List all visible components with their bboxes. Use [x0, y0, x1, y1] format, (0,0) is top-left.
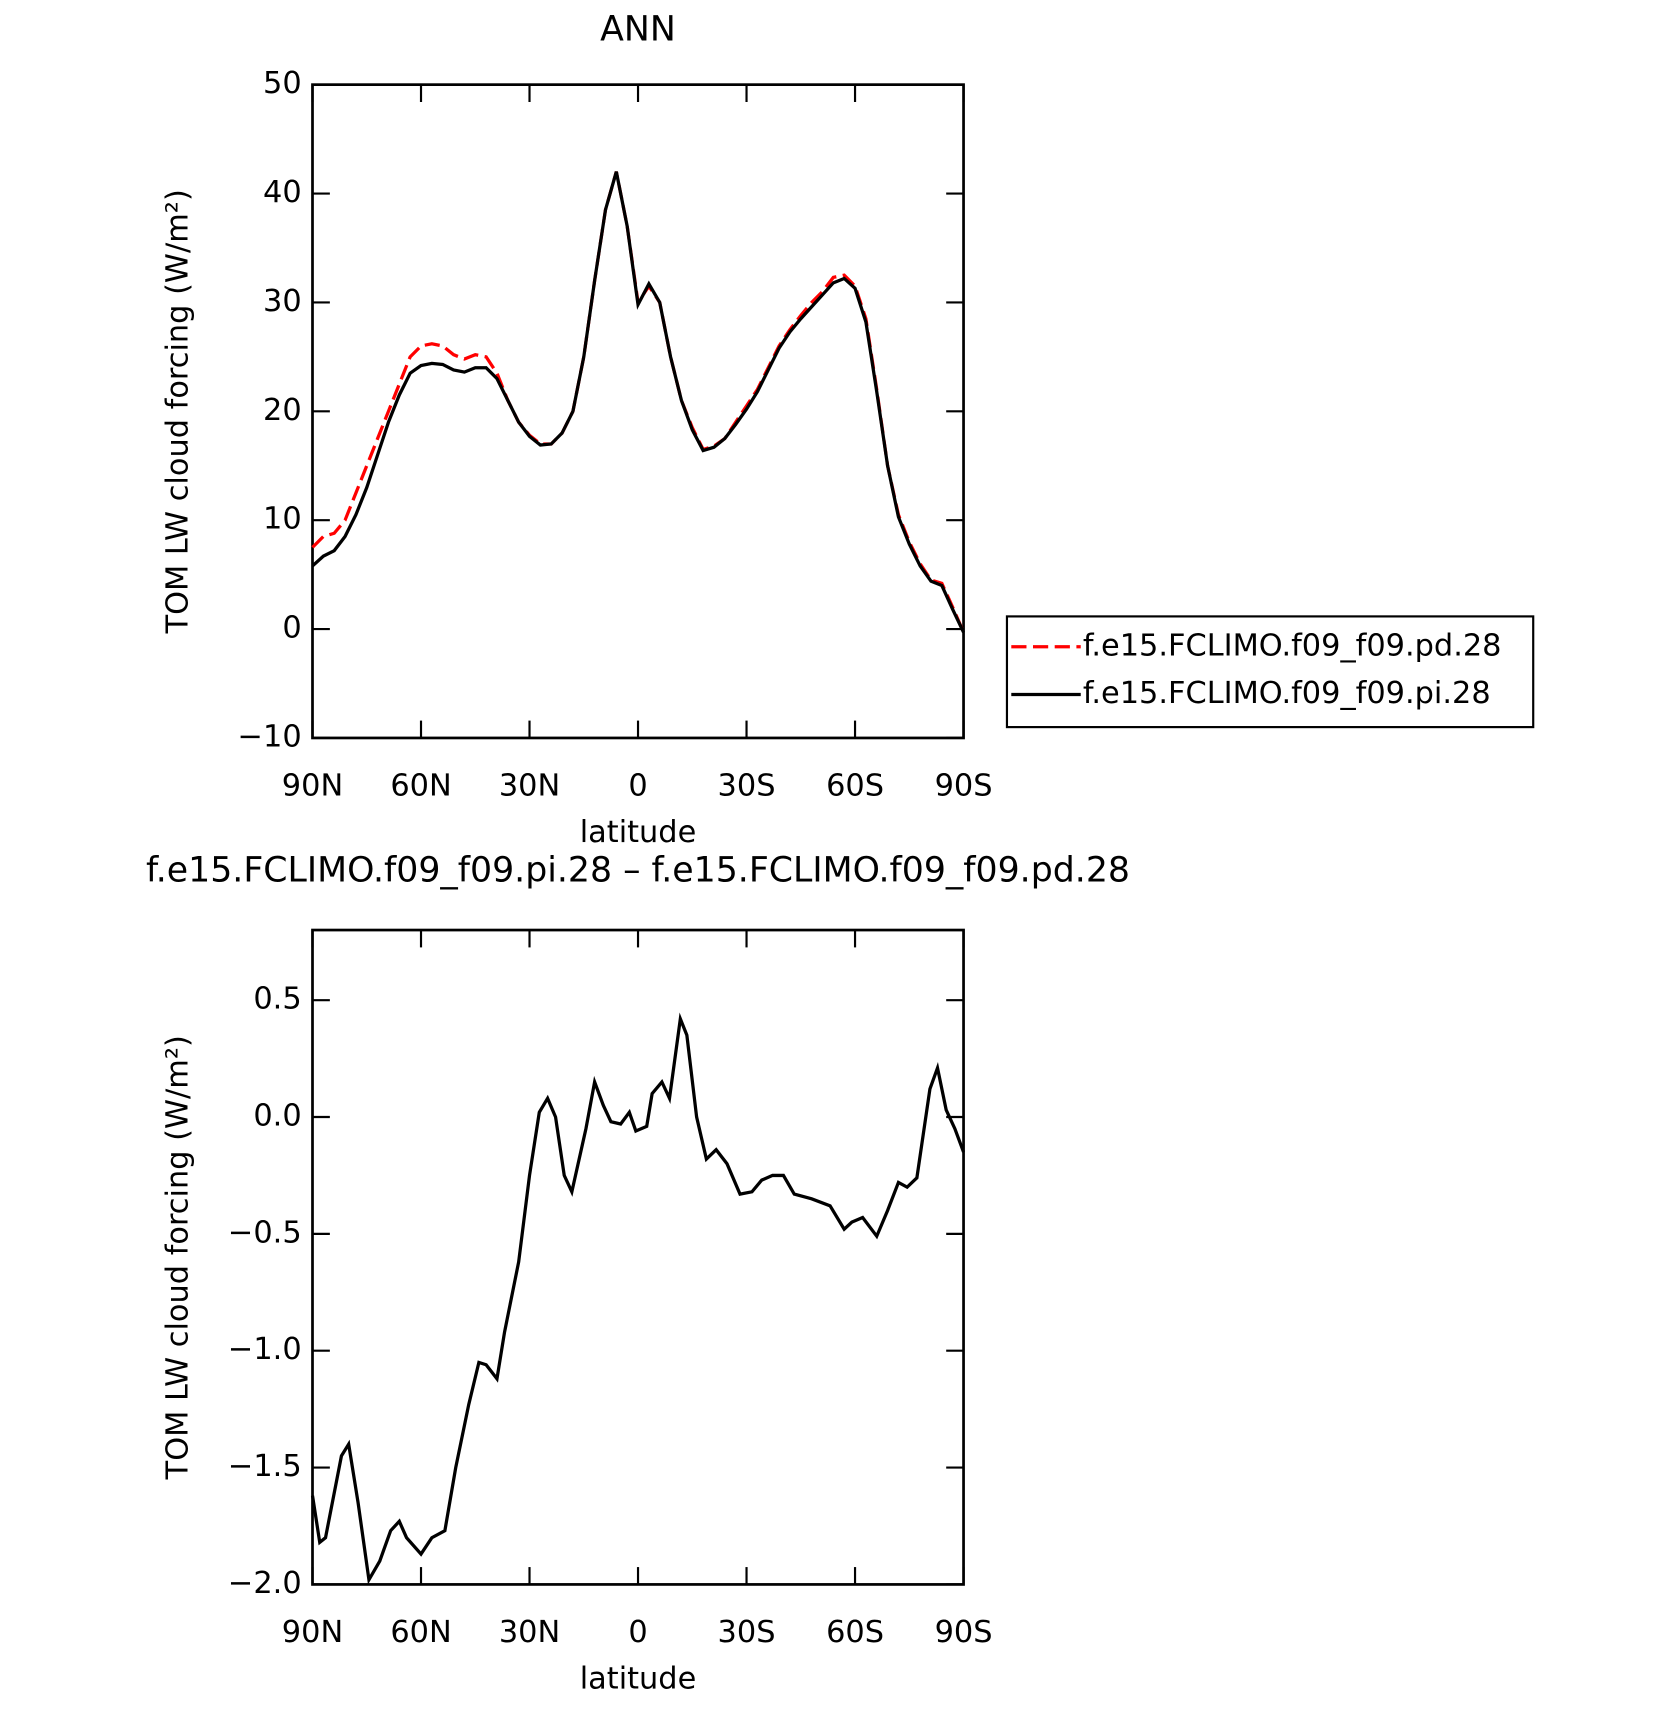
- x-tick-label: 30S: [718, 1615, 776, 1650]
- y-tick-label: 40: [263, 175, 302, 210]
- y-tick-label: 30: [263, 284, 302, 319]
- x-tick-label: 90S: [935, 768, 993, 803]
- plot-frame: [311, 83, 965, 740]
- x-tick-label: 30N: [499, 768, 560, 803]
- x-tick-label: 30S: [718, 768, 776, 803]
- y-tick-label: 0.5: [253, 982, 301, 1017]
- legend-label: f.e15.FCLIMO.f09_f09.pd.28: [1083, 628, 1502, 663]
- x-tick-label: 30N: [499, 1615, 560, 1650]
- y-axis-label: TOM LW cloud forcing (W/m²): [161, 1035, 196, 1480]
- data-line: [311, 171, 966, 634]
- x-tick-label: 90S: [935, 1615, 993, 1650]
- x-tick-label: 60N: [390, 1615, 451, 1650]
- y-tick-label: −1.5: [228, 1449, 302, 1484]
- y-axis-label: TOM LW cloud forcing (W/m²): [161, 189, 196, 634]
- data-line: [310, 1012, 966, 1585]
- plot-frame: [311, 928, 965, 1586]
- x-tick-label: 60S: [826, 1615, 884, 1650]
- y-tick-label: 50: [263, 66, 302, 101]
- y-tick-label: 20: [263, 393, 302, 428]
- data-line: [311, 171, 966, 633]
- y-tick-label: −0.5: [228, 1215, 302, 1250]
- legend-box: [1005, 615, 1535, 729]
- x-tick-label: 90N: [282, 768, 343, 803]
- x-tick-label: 60N: [390, 768, 451, 803]
- y-tick-label: −2.0: [228, 1566, 302, 1601]
- x-tick-label: 0: [628, 768, 647, 803]
- chart-title: f.e15.FCLIMO.f09_f09.pi.28 – f.e15.FCLIM…: [146, 850, 1130, 890]
- x-axis-label: latitude: [580, 815, 697, 850]
- y-tick-label: −10: [238, 719, 302, 754]
- x-tick-label: 0: [628, 1615, 647, 1650]
- y-tick-label: −1.0: [228, 1332, 302, 1367]
- y-tick-label: 0.0: [253, 1099, 301, 1134]
- x-tick-label: 90N: [282, 1615, 343, 1650]
- y-tick-label: 0: [282, 611, 301, 646]
- y-tick-label: 10: [263, 502, 302, 537]
- legend-label: f.e15.FCLIMO.f09_f09.pi.28: [1083, 676, 1491, 711]
- chart-title: ANN: [600, 9, 676, 49]
- x-tick-label: 60S: [826, 768, 884, 803]
- x-axis-label: latitude: [580, 1661, 697, 1696]
